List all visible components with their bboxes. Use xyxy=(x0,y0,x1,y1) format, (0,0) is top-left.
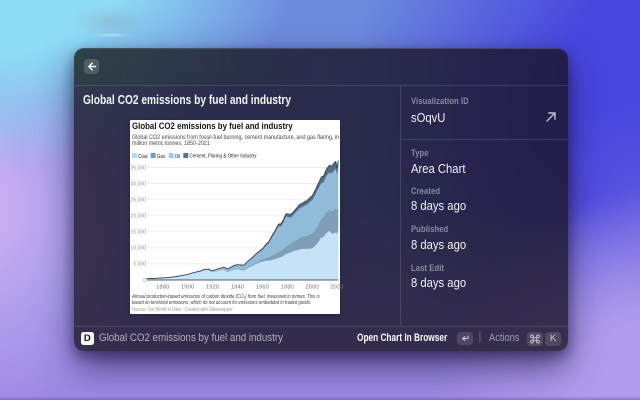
svg-text:35,000: 35,000 xyxy=(130,165,146,171)
svg-text:1980: 1980 xyxy=(281,284,295,290)
svg-text:2000: 2000 xyxy=(306,284,320,290)
svg-text:1940: 1940 xyxy=(231,284,245,290)
svg-text:1900: 1900 xyxy=(181,284,195,290)
svg-text:15,000: 15,000 xyxy=(130,229,146,235)
svg-text:1960: 1960 xyxy=(256,284,270,290)
svg-text:30,000: 30,000 xyxy=(130,181,146,187)
svg-text:20,000: 20,000 xyxy=(130,213,146,219)
svg-text:10,000: 10,000 xyxy=(130,245,146,251)
svg-text:25,000: 25,000 xyxy=(130,197,146,203)
svg-text:1880: 1880 xyxy=(156,284,170,290)
svg-text:5,000: 5,000 xyxy=(133,261,146,267)
svg-text:1920: 1920 xyxy=(206,284,220,290)
svg-text:0: 0 xyxy=(143,277,146,283)
svg-text:2020: 2020 xyxy=(330,284,344,290)
